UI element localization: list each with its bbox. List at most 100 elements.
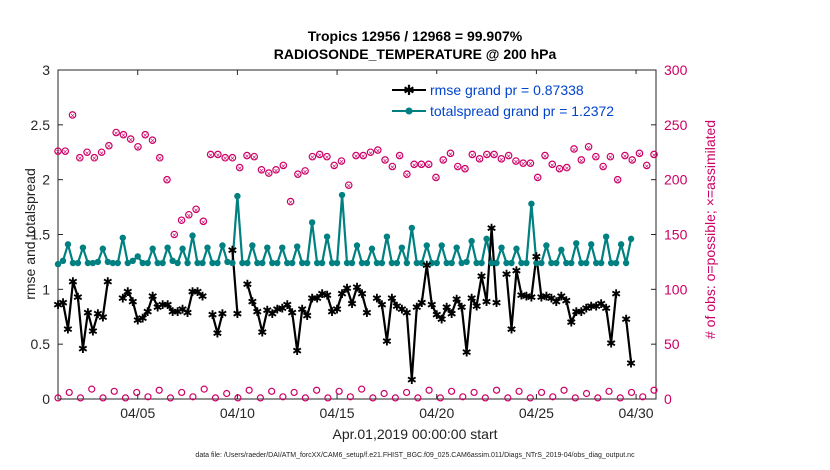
obs-assimilated-marker: × [172,231,177,240]
obs-assimilated-marker: × [484,151,489,160]
spread-point [573,240,580,247]
obs-possible-marker [286,197,295,206]
obs-possible-marker [526,159,535,168]
legend-box [388,74,650,124]
rmse-point: ✱ [521,289,531,303]
legend-rmse-marker: ✱ [403,82,415,98]
obs-possible-marker [490,150,498,159]
legend-spread-label: totalspread grand pr = 1.2372 [430,103,614,119]
rmse-point: ✱ [212,327,222,341]
obs-assimilated-marker: × [354,152,359,161]
spread-point [64,241,72,248]
obs-possible-marker [621,151,629,160]
spread-point [568,259,575,267]
obs-possible-marker [635,149,644,158]
rmse-point: ✱ [442,300,452,314]
rmse-point: ✱ [227,243,237,257]
rmse-point: ✱ [621,312,631,326]
obs-possible-marker [185,210,193,219]
spread-point [94,258,102,266]
spread-point [433,259,440,267]
plot-area [57,69,657,400]
spread-point [428,259,435,267]
spread-point [438,242,445,249]
spread-point [488,259,495,267]
rmse-point: ✱ [63,322,73,336]
obs-possible-marker [228,153,237,162]
obs-possible-marker [68,111,77,119]
obs-assimilated-marker: × [368,149,373,158]
rmse-point: ✱ [292,344,302,358]
obs-possible-marker [533,173,542,182]
rmse-point: ✱ [506,322,516,336]
spread-point [219,242,226,249]
rmse-point: ✱ [193,285,203,299]
obs-assimilated-marker: × [266,170,271,179]
spread-point [279,244,286,251]
obs-low-marker [436,394,444,402]
obs-assimilated-marker: × [165,176,170,185]
rmse-point: ✱ [382,334,392,348]
spread-point [169,257,176,265]
rmse-point: ✱ [118,292,128,306]
obs-assimilated-marker: × [121,131,126,140]
spread-point [503,259,510,267]
obs-possible-marker [352,151,360,160]
spread-point [129,257,136,265]
obs-possible-marker [119,130,128,139]
y-axis-right-label: # of obs: o=possible; ×=assimilated [702,119,718,339]
obs-possible-marker [279,161,288,170]
y-right-tick-label: 150 [664,227,688,243]
spread-point [254,259,261,267]
obs-possible-marker [417,160,426,169]
obs-low-marker [133,388,141,397]
rmse-point: ✱ [183,306,193,320]
rmse-point: ✱ [317,287,327,301]
rmse-point: ✱ [98,310,108,324]
obs-assimilated-marker: × [528,160,533,169]
rmse-point: ✱ [472,299,482,313]
obs-low-marker [290,388,298,397]
obs-assimilated-marker: × [310,153,315,162]
spread-point [398,244,406,251]
rmse-point: ✱ [148,289,158,303]
obs-low-marker [571,394,579,402]
rmse-point: ✱ [73,291,83,305]
obs-assimilated-marker: × [550,161,555,170]
spread-point [627,235,635,243]
rmse-point: ✱ [556,289,566,303]
rmse-point: ✱ [287,306,297,320]
obs-assimilated-marker: × [543,152,548,161]
obs-assimilated-marker: × [572,145,577,154]
obs-possible-marker [468,150,477,159]
spread-point [607,259,615,267]
obs-assimilated-marker: × [107,142,112,151]
rmse-point: ✱ [626,356,636,370]
rmse-point: ✱ [267,307,277,321]
obs-possible-marker [642,161,651,170]
spread-point [174,259,181,267]
spread-point [468,237,475,245]
obs-possible-marker [221,153,229,162]
obs-low-marker [268,387,276,395]
spread-point [563,259,570,267]
rmse-point: ✱ [487,221,497,235]
obs-assimilated-marker: × [601,163,606,172]
x-tick-label: 04/30 [619,405,654,421]
spread-point [323,233,331,240]
spread-point [224,258,231,266]
spread-point [194,259,201,267]
obs-markers: × ×××××××× × ×××××××××××× × × ××× ×× × × ××× ×× × ×× ×… [54,111,658,402]
obs-assimilated-marker: × [303,167,308,176]
obs-possible-marker [374,146,382,154]
spread-point [423,242,430,249]
obs-possible-marker [337,157,346,165]
obs-low-marker [560,386,568,394]
obs-assimilated-marker: × [477,155,482,164]
rmse-point: ✱ [83,306,93,320]
spread-point [378,259,386,267]
rmse-point: ✱ [342,282,352,296]
rmse-point: ✱ [531,250,541,264]
rmse-point: ✱ [606,337,616,351]
obs-assimilated-marker: × [448,150,453,159]
